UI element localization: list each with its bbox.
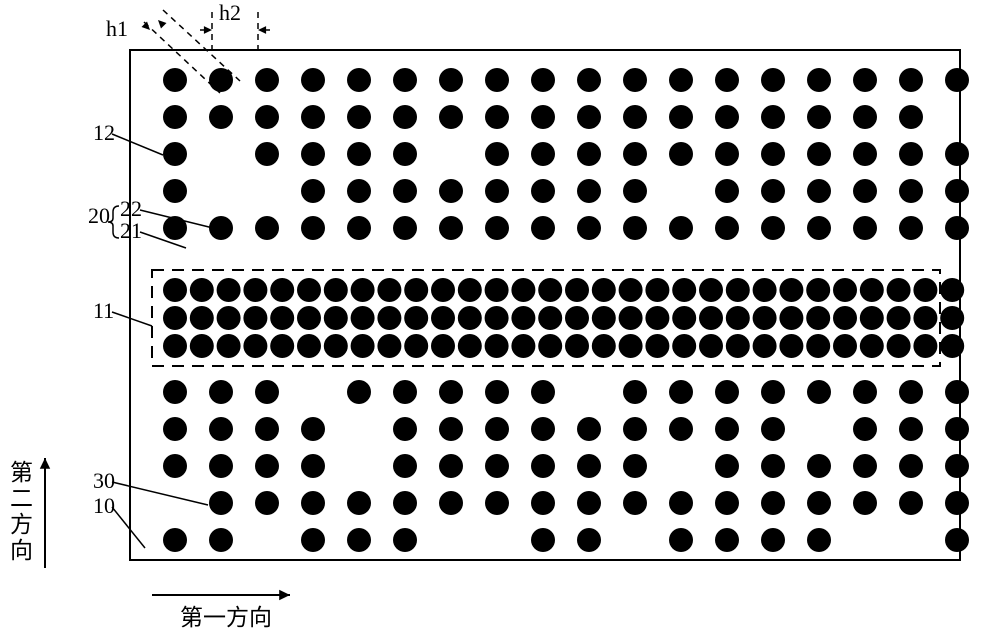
svg-text:10: 10 xyxy=(93,493,115,518)
svg-text:第: 第 xyxy=(10,460,33,485)
svg-text:20: 20 xyxy=(88,203,110,228)
diagram: h1h212202221113010第二方向第一方向 xyxy=(0,0,1000,640)
svg-text:h1: h1 xyxy=(106,16,128,41)
svg-text:第一方向: 第一方向 xyxy=(180,605,272,630)
svg-text:方: 方 xyxy=(10,512,33,537)
svg-text:30: 30 xyxy=(93,468,115,493)
svg-text:11: 11 xyxy=(93,298,114,323)
svg-text:向: 向 xyxy=(10,538,33,563)
svg-text:12: 12 xyxy=(93,120,115,145)
svg-text:二: 二 xyxy=(10,486,33,511)
svg-text:21: 21 xyxy=(120,218,142,243)
svg-text:h2: h2 xyxy=(219,0,241,25)
